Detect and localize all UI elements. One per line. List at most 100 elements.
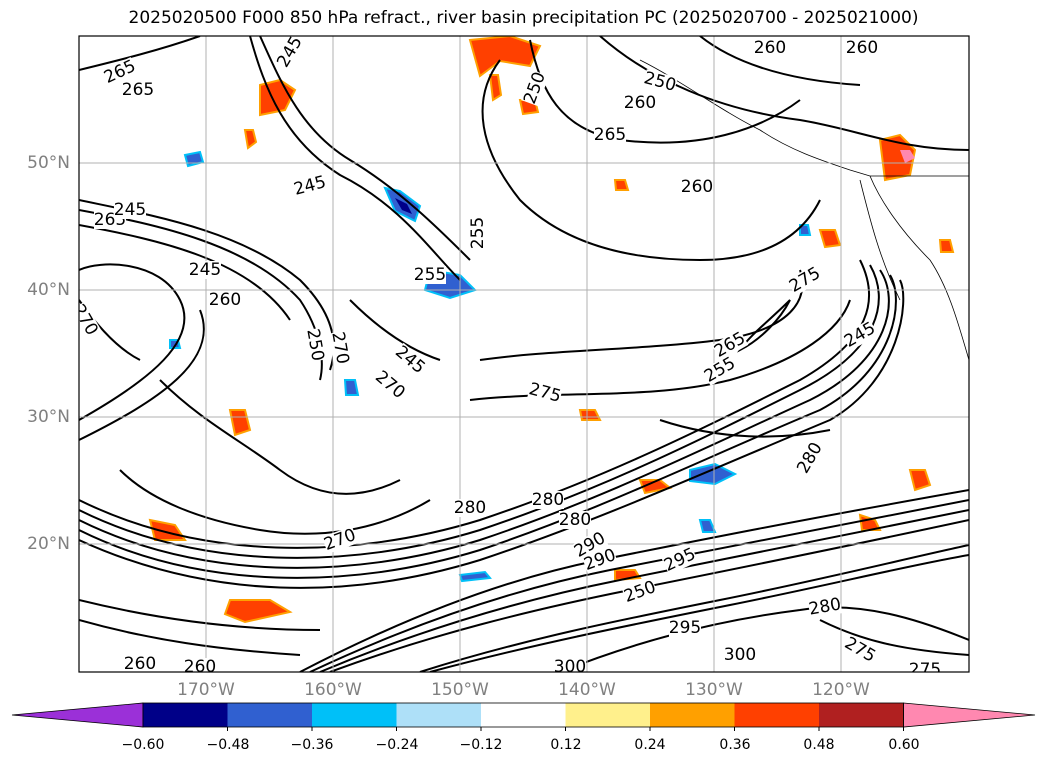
contour-label-background bbox=[724, 646, 756, 664]
contour-label-background bbox=[454, 499, 486, 517]
contour-label: 260 bbox=[184, 657, 216, 677]
contour-label-background bbox=[571, 529, 609, 561]
colorbar-segment bbox=[481, 703, 566, 727]
contour-label-background bbox=[521, 69, 549, 107]
contour-label-background bbox=[642, 69, 678, 95]
contour-label: 280 bbox=[454, 498, 486, 518]
colorbar-segment bbox=[312, 703, 397, 727]
contour-label-background bbox=[669, 619, 701, 637]
contour-label-background bbox=[114, 201, 146, 219]
contour-label-background bbox=[184, 658, 216, 672]
contour-label: 260 bbox=[681, 177, 713, 197]
contour-label-background bbox=[807, 595, 843, 619]
precipitation-anomaly-patches bbox=[148, 36, 955, 624]
lon-label-160w: 160°W bbox=[304, 680, 362, 700]
contour-label-background bbox=[794, 439, 826, 477]
contour-label-background bbox=[79, 301, 101, 339]
contour-label: 280 bbox=[532, 490, 564, 510]
contour-label-background bbox=[754, 39, 786, 57]
contour-label: 260 bbox=[124, 654, 156, 674]
colorbar-tick-label: 0.60 bbox=[888, 737, 920, 753]
colorbar-segment bbox=[734, 703, 820, 727]
colorbar-segment bbox=[565, 703, 651, 727]
contour-label: 275 bbox=[909, 660, 941, 680]
contour-label: 255 bbox=[468, 217, 488, 249]
colorbar-segment bbox=[227, 703, 313, 727]
lat-label-40n: 40°N bbox=[27, 280, 70, 300]
colorbar-tick-label: 0.48 bbox=[803, 737, 835, 753]
contour-label-background bbox=[711, 329, 749, 361]
contour-label-background bbox=[841, 319, 879, 351]
colorbar-tick-label: −0.24 bbox=[375, 737, 419, 753]
lon-label-130w: 130°W bbox=[685, 680, 743, 700]
contour-label-background bbox=[594, 126, 626, 144]
contour-label-background bbox=[532, 491, 564, 509]
lat-label-20n: 20°N bbox=[27, 534, 70, 554]
contour-label-background bbox=[391, 342, 429, 378]
graticule bbox=[79, 36, 969, 672]
colorbar-tick-label: 0.36 bbox=[719, 737, 751, 753]
colorbar-extend-high bbox=[903, 702, 1036, 728]
contour-label-background bbox=[624, 94, 656, 112]
contour-label-background bbox=[701, 354, 739, 386]
contour-label-background bbox=[414, 266, 446, 284]
contour-label-background bbox=[328, 330, 352, 366]
contour-label: 260 bbox=[209, 290, 241, 310]
contour-label: 245 bbox=[114, 200, 146, 220]
lon-label-140w: 140°W bbox=[558, 680, 616, 700]
contour-label: 280 bbox=[559, 510, 591, 530]
contour-label: 260 bbox=[846, 38, 878, 58]
contour-label-background bbox=[209, 291, 241, 309]
contour-label-background bbox=[189, 261, 221, 279]
contour-label: 295 bbox=[669, 618, 701, 638]
contour-label-background bbox=[661, 545, 699, 575]
colorbar-segment bbox=[650, 703, 735, 727]
colorbar-tick-label: 0.12 bbox=[550, 737, 582, 753]
map-frame bbox=[78, 35, 970, 673]
contour-label-background bbox=[786, 264, 824, 296]
contour-label-background bbox=[527, 380, 563, 406]
contour-label: 260 bbox=[624, 93, 656, 113]
colorbar-segment bbox=[143, 703, 228, 727]
colorbar-extend-low bbox=[11, 702, 144, 728]
lon-label-120w: 120°W bbox=[812, 680, 870, 700]
colorbar-tick-label: −0.60 bbox=[121, 737, 165, 753]
contour-label-background bbox=[841, 634, 879, 666]
colorbar-tick-label: 0.24 bbox=[634, 737, 666, 753]
contour-label: 265 bbox=[122, 80, 154, 100]
colorbar bbox=[11, 702, 1036, 731]
contour-label-background bbox=[122, 81, 154, 99]
lat-label-30n: 30°N bbox=[27, 407, 70, 427]
colorbar-outline bbox=[142, 702, 904, 728]
colorbar-tick-label: −0.36 bbox=[290, 737, 334, 753]
contour-label-background bbox=[554, 658, 586, 672]
contour-label: 245 bbox=[189, 260, 221, 280]
contour-label: 255 bbox=[414, 265, 446, 285]
colorbar-segment bbox=[819, 703, 904, 727]
contour-label: 300 bbox=[724, 645, 756, 665]
contour-label-background bbox=[303, 327, 327, 363]
contour-label-background bbox=[559, 511, 591, 529]
contour-label-background bbox=[621, 578, 659, 606]
colorbar-segment bbox=[396, 703, 482, 727]
map-title: 2025020500 F000 850 hPa refract., river … bbox=[128, 8, 919, 28]
contour-label-background bbox=[371, 367, 409, 403]
contour-label-background bbox=[101, 57, 139, 87]
contour-label-background bbox=[846, 39, 878, 57]
colorbar-tick-label: −0.12 bbox=[459, 737, 503, 753]
contour-label-background bbox=[321, 526, 359, 554]
contour-label-background bbox=[581, 546, 619, 574]
contour-label-background bbox=[124, 655, 156, 672]
contour-label-background bbox=[681, 178, 713, 196]
colorbar-tick-label: −0.48 bbox=[206, 737, 250, 753]
contour-label-background bbox=[292, 173, 328, 199]
lon-label-150w: 150°W bbox=[431, 680, 489, 700]
lon-label-170w: 170°W bbox=[177, 680, 235, 700]
contour-label: 265 bbox=[594, 125, 626, 145]
contour-label-background bbox=[469, 217, 487, 249]
contour-label: 260 bbox=[754, 38, 786, 58]
contour-label-background bbox=[909, 661, 941, 672]
